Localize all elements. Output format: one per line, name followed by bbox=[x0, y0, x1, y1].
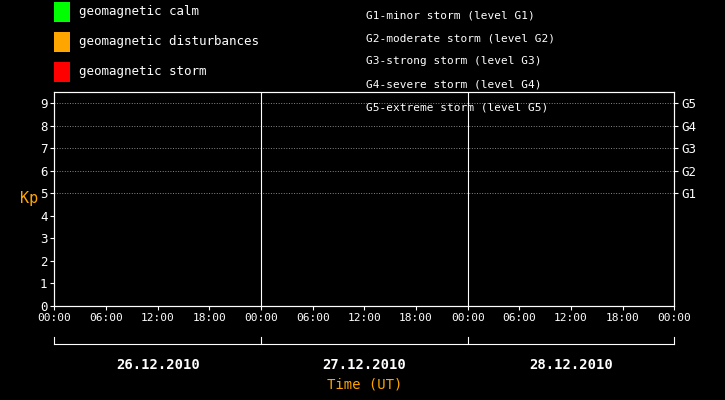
Text: geomagnetic disturbances: geomagnetic disturbances bbox=[79, 36, 259, 48]
Text: G2-moderate storm (level G2): G2-moderate storm (level G2) bbox=[366, 33, 555, 43]
Text: 27.12.2010: 27.12.2010 bbox=[323, 358, 406, 372]
Text: 28.12.2010: 28.12.2010 bbox=[529, 358, 613, 372]
Text: geomagnetic storm: geomagnetic storm bbox=[79, 66, 207, 78]
Text: geomagnetic calm: geomagnetic calm bbox=[79, 6, 199, 18]
Text: G5-extreme storm (level G5): G5-extreme storm (level G5) bbox=[366, 103, 548, 113]
Text: Time (UT): Time (UT) bbox=[327, 377, 402, 391]
Text: G1-minor storm (level G1): G1-minor storm (level G1) bbox=[366, 10, 535, 20]
Y-axis label: Kp: Kp bbox=[20, 192, 38, 206]
Text: G4-severe storm (level G4): G4-severe storm (level G4) bbox=[366, 80, 542, 90]
Text: 26.12.2010: 26.12.2010 bbox=[116, 358, 199, 372]
Text: G3-strong storm (level G3): G3-strong storm (level G3) bbox=[366, 56, 542, 66]
